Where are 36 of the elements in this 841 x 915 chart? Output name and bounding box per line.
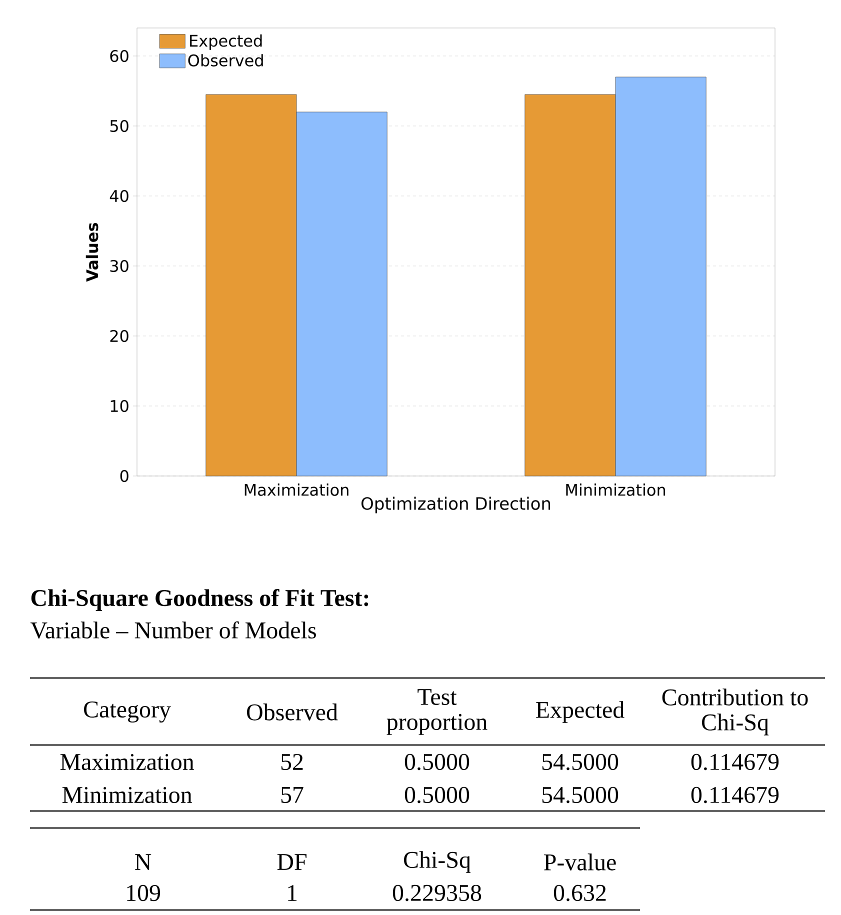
text: 57 bbox=[281, 787, 304, 803]
text: 54.5000 bbox=[542, 754, 618, 770]
text: 0.5000 bbox=[404, 786, 470, 804]
text: Test proportion bbox=[386, 689, 488, 735]
text: 54.5000 bbox=[542, 786, 618, 804]
y-tick-label: 40 bbox=[110, 190, 128, 202]
legend-label: Observed bbox=[188, 54, 263, 66]
text: Contribution to Chi-Sq bbox=[662, 688, 808, 736]
text: Expected bbox=[536, 701, 624, 723]
text: 0.229358 bbox=[392, 884, 482, 902]
x-axis-title: Optimization Direction bbox=[361, 496, 550, 514]
text: 1 bbox=[288, 885, 297, 901]
y-tick-label: 50 bbox=[110, 120, 128, 132]
text: 0.114679 bbox=[691, 754, 779, 770]
text: Variable – Number of Models bbox=[30, 621, 316, 639]
y-axis-title: Values bbox=[86, 222, 98, 282]
y-tick-label: 30 bbox=[110, 260, 128, 272]
text: Maximization bbox=[60, 754, 194, 770]
text: Chi-Sq bbox=[404, 851, 471, 873]
text: 0.114679 bbox=[691, 786, 779, 804]
text: N bbox=[135, 854, 152, 870]
text: DF bbox=[277, 854, 306, 870]
y-tick-label: 10 bbox=[110, 400, 128, 412]
text: Category bbox=[84, 701, 171, 723]
text: Minimization bbox=[62, 786, 192, 804]
text: Chi-Square Goodness of Fit Test: bbox=[31, 589, 368, 611]
text: 109 bbox=[127, 884, 160, 902]
y-tick-label: 20 bbox=[110, 330, 128, 342]
text: 0.632 bbox=[554, 884, 606, 902]
text: P-value bbox=[544, 854, 616, 870]
y-tick-label: 60 bbox=[110, 50, 128, 62]
text: 52 bbox=[281, 754, 303, 770]
text: 0.5000 bbox=[404, 754, 470, 770]
text: Observed bbox=[247, 704, 338, 720]
legend-label: Expected bbox=[190, 34, 262, 50]
y-tick-label: 0 bbox=[120, 470, 128, 482]
